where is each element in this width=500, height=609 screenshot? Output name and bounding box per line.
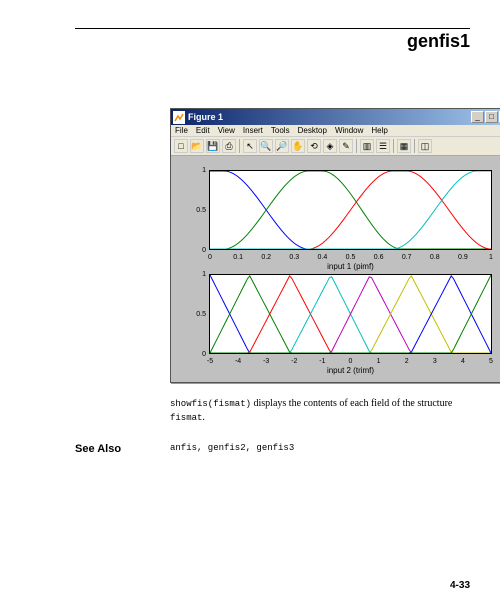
xtick-label: -1 xyxy=(319,358,325,365)
body-text-1: displays the contents of each field of t… xyxy=(251,398,452,409)
colorbar-icon[interactable]: ▥ xyxy=(360,139,374,153)
toolbar-separator xyxy=(356,139,357,153)
xtick-label: 0 xyxy=(208,254,212,261)
content-area: Figure 1 _ □ × File Edit View Insert Tools De… xyxy=(75,108,500,455)
xlabel: input 2 (trimf) xyxy=(327,366,374,375)
xtick-label: 5 xyxy=(489,358,493,365)
pan-icon[interactable]: ✋ xyxy=(291,139,305,153)
xtick-label: 1 xyxy=(377,358,381,365)
xtick-label: 0.6 xyxy=(374,254,384,261)
xtick-label: 0.7 xyxy=(402,254,412,261)
save-icon[interactable]: 💾 xyxy=(206,139,220,153)
rotate-icon[interactable]: ⟲ xyxy=(307,139,321,153)
menu-desktop[interactable]: Desktop xyxy=(298,126,327,135)
page-number: 4-33 xyxy=(450,580,470,591)
new-icon[interactable]: □ xyxy=(174,139,188,153)
menubar: File Edit View Insert Tools Desktop Window Help xyxy=(171,125,500,137)
xtick-label: 0.8 xyxy=(430,254,440,261)
arrow-icon[interactable]: ↖ xyxy=(243,139,257,153)
ytick-label: 0.5 xyxy=(182,207,206,214)
see-also-label: See Also xyxy=(75,443,170,455)
ytick-label: 0 xyxy=(182,351,206,358)
maximize-button[interactable]: □ xyxy=(485,111,498,123)
menu-tools[interactable]: Tools xyxy=(271,126,290,135)
chart-1-svg xyxy=(210,171,491,249)
xtick-label: -3 xyxy=(263,358,269,365)
xtick-label: 1 xyxy=(489,254,493,261)
brush-icon[interactable]: ✎ xyxy=(339,139,353,153)
menu-view[interactable]: View xyxy=(218,126,235,135)
see-also-row: See Also anfis, genfis2, genfis3 xyxy=(75,443,500,455)
window-controls: _ □ × xyxy=(471,111,500,123)
xtick-label: 4 xyxy=(461,358,465,365)
legend-icon[interactable]: ☰ xyxy=(376,139,390,153)
tile-icon[interactable]: ▦ xyxy=(397,139,411,153)
menu-insert[interactable]: Insert xyxy=(243,126,263,135)
code-showfis: showfis(fismat) xyxy=(170,399,251,409)
zoom-in-icon[interactable]: 🔍 xyxy=(259,139,273,153)
plot-area: 00.5100.10.20.30.40.50.60.70.80.91input … xyxy=(171,156,500,382)
xtick-label: 2 xyxy=(405,358,409,365)
ytick-label: 0.5 xyxy=(182,311,206,318)
body-text-2: . xyxy=(202,412,205,423)
xlabel: input 1 (pimf) xyxy=(327,262,374,271)
xtick-label: 0 xyxy=(349,358,353,365)
xtick-label: -5 xyxy=(207,358,213,365)
body-paragraph: showfis(fismat) displays the contents of… xyxy=(170,397,470,425)
figure-window: Figure 1 _ □ × File Edit View Insert Tools De… xyxy=(170,108,500,383)
xtick-label: -4 xyxy=(235,358,241,365)
menu-file[interactable]: File xyxy=(175,126,188,135)
data-cursor-icon[interactable]: ◈ xyxy=(323,139,337,153)
subplot-2: 00.51-5-4-3-2-1012345input 2 (trimf) xyxy=(209,274,492,354)
xtick-label: -2 xyxy=(291,358,297,365)
menu-help[interactable]: Help xyxy=(371,126,387,135)
axes-icon[interactable]: ◫ xyxy=(418,139,432,153)
menu-edit[interactable]: Edit xyxy=(196,126,210,135)
toolbar-separator xyxy=(414,139,415,153)
chart-2-svg xyxy=(210,275,491,353)
xtick-label: 0.2 xyxy=(261,254,271,261)
toolbar-separator xyxy=(393,139,394,153)
subplot-1: 00.5100.10.20.30.40.50.60.70.80.91input … xyxy=(209,170,492,250)
page-header: genfis1 xyxy=(75,28,470,52)
xtick-label: 0.1 xyxy=(233,254,243,261)
xtick-label: 0.9 xyxy=(458,254,468,261)
page-title: genfis1 xyxy=(407,31,470,51)
code-fismat: fismat xyxy=(170,413,202,423)
xtick-label: 3 xyxy=(433,358,437,365)
xtick-label: 0.3 xyxy=(289,254,299,261)
xtick-label: 0.4 xyxy=(318,254,328,261)
minimize-button[interactable]: _ xyxy=(471,111,484,123)
ytick-label: 0 xyxy=(182,247,206,254)
open-icon[interactable]: 📂 xyxy=(190,139,204,153)
toolbar-separator xyxy=(239,139,240,153)
ytick-label: 1 xyxy=(182,167,206,174)
titlebar: Figure 1 _ □ × xyxy=(171,109,500,125)
see-also-items: anfis, genfis2, genfis3 xyxy=(170,443,294,455)
zoom-out-icon[interactable]: 🔎 xyxy=(275,139,289,153)
window-title: Figure 1 xyxy=(188,112,468,122)
matlab-icon xyxy=(173,111,185,123)
xtick-label: 0.5 xyxy=(346,254,356,261)
ytick-label: 1 xyxy=(182,271,206,278)
menu-window[interactable]: Window xyxy=(335,126,363,135)
toolbar: □📂💾⎙ ↖🔍🔎✋⟲◈✎ ▥☰ ▦ ◫ xyxy=(171,137,500,156)
print-icon[interactable]: ⎙ xyxy=(222,139,236,153)
